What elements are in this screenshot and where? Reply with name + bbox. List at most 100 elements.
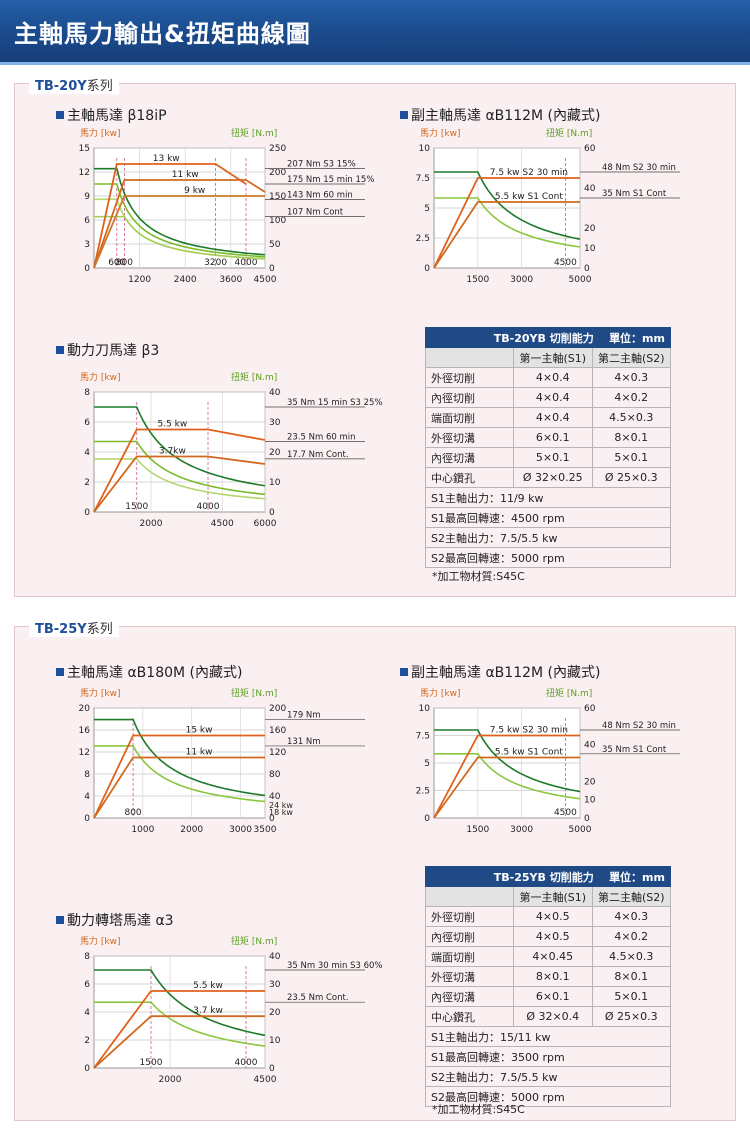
- y2-axis-title: 扭矩 [N.m]: [231, 687, 277, 699]
- x-tick-label: 3000: [229, 825, 252, 835]
- torque-label: 23.5 Nm Cont.: [287, 993, 349, 1003]
- x-tick-label: 3600: [219, 275, 242, 285]
- x-tick-label-inner: 4000: [235, 258, 258, 268]
- motor-title-text: 動力轉塔馬達 α3: [67, 913, 174, 929]
- y-tick-label: 0: [84, 1064, 90, 1074]
- power-label: 7.5 kw S2 30 min: [490, 168, 568, 178]
- torque-end-label: 18 kw: [269, 808, 293, 817]
- torque-label: 175 Nm 15 min 15%: [287, 175, 374, 185]
- torque-curve: [94, 745, 266, 803]
- power-label: 7.5 kw S2 30 min: [490, 726, 568, 736]
- table-row: 內徑切溝 5×0.1 5×0.1: [425, 447, 671, 468]
- table-note-row: S2主軸出力：7.5/5.5 kw: [425, 1066, 671, 1087]
- plot-area: [93, 147, 266, 269]
- torque-label: 35 Nm S1 Cont: [602, 189, 667, 199]
- y-tick-label: 10: [419, 704, 431, 714]
- x-tick-label: 4500: [211, 519, 234, 529]
- y-tick-label: 15: [79, 144, 90, 154]
- motor-title-tb25-sub: 副主軸馬達 αB112M (內藏式): [400, 662, 600, 682]
- power-curve: [433, 734, 580, 819]
- x-tick-label-inner: 4000: [197, 502, 220, 512]
- y2-tick-label: 150: [269, 192, 286, 202]
- y-tick-label: 2.5: [416, 787, 430, 797]
- banner-stripe: [0, 62, 750, 65]
- table-title: TB-25YB 切削能力 單位：mm: [425, 866, 671, 887]
- y-tick-label: 2: [84, 1036, 90, 1046]
- y-tick-label: 16: [79, 726, 91, 736]
- y2-tick-label: 0: [584, 264, 590, 274]
- x-tick-label: 6000: [254, 519, 277, 529]
- motor-title-tb20-main: 主軸馬達 β18iP: [56, 105, 167, 125]
- power-label: 13 kw: [153, 154, 180, 164]
- row-label: 中心鑽孔: [425, 467, 514, 488]
- x-tick-label: 5000: [569, 825, 592, 835]
- y2-tick-label: 40: [584, 184, 596, 194]
- y2-tick-label: 10: [584, 796, 596, 806]
- torque-label: 131 Nm: [287, 737, 321, 747]
- y-tick-label: 8: [84, 952, 90, 962]
- y2-tick-label: 200: [269, 704, 286, 714]
- x-tick-label: 3000: [510, 825, 533, 835]
- cell-s1: 8×0.1: [513, 966, 593, 987]
- torque-curve: [94, 167, 266, 256]
- cell-s2: 4.5×0.3: [591, 946, 671, 967]
- cell-s1: 4×0.5: [513, 926, 593, 947]
- x-tick-label: 2400: [174, 275, 197, 285]
- y-tick-label: 2: [84, 478, 90, 488]
- y-tick-label: 12: [79, 748, 90, 758]
- y-tick-label: 10: [419, 144, 431, 154]
- table-note: S2主軸出力：7.5/5.5 kw: [425, 1066, 671, 1087]
- power-label: 3.7kw: [159, 447, 186, 457]
- torque-curve: [94, 183, 266, 258]
- row-label: 外徑切溝: [425, 427, 514, 448]
- cell-s2: 8×0.1: [591, 427, 671, 448]
- x-tick-label-inner: 800: [116, 258, 133, 268]
- power-label: 5.5 kw: [193, 981, 223, 991]
- plot-area: [93, 707, 266, 819]
- power-label: 11 kw: [186, 748, 213, 758]
- y2-tick-label: 0: [269, 508, 275, 518]
- torque-end-label: 24 kw: [269, 801, 293, 810]
- motor-title-text: 副主軸馬達 αB112M (內藏式): [411, 665, 601, 681]
- power-curve: [93, 455, 266, 513]
- table-row: 端面切削 4×0.45 4.5×0.3: [425, 946, 671, 967]
- y2-tick-label: 0: [269, 1064, 275, 1074]
- col-header-s1: 第一主軸(S1): [513, 886, 593, 907]
- x-tick-label: 1500: [466, 825, 489, 835]
- y2-tick-label: 0: [269, 264, 275, 274]
- motor-title-tb25-tool: 動力轉塔馬達 α3: [56, 910, 174, 930]
- row-label: 端面切削: [425, 407, 514, 428]
- y2-tick-label: 100: [269, 216, 286, 226]
- y2-tick-label: 250: [269, 144, 286, 154]
- chart-tb25-tool: 馬力 [kw] 扭矩 [N.m] 0 2 4 6 8 0 10 20 30 40 2000 4500 150…: [80, 935, 383, 1085]
- y2-tick-label: 60: [584, 144, 596, 154]
- torque-curve: [94, 440, 266, 496]
- cell-s1: 6×0.1: [513, 427, 593, 448]
- y2-tick-label: 20: [584, 224, 596, 234]
- x-tick-label: 2000: [180, 825, 203, 835]
- table-note: S1最高回轉速：4500 rpm: [425, 507, 671, 528]
- row-label: 外徑切削: [425, 906, 514, 927]
- torque-label: 35 Nm 15 min S3 25%: [287, 398, 383, 408]
- series-name: TB-25Y: [35, 622, 87, 637]
- cell-s1: Ø 32×0.4: [513, 1006, 593, 1027]
- material-footnote: *加工物材質:S45C: [432, 1103, 525, 1116]
- motor-title-tb20-sub: 副主軸馬達 αB112M (內藏式): [400, 105, 600, 125]
- y-tick-label: 5: [424, 204, 430, 214]
- row-label: 內徑切削: [425, 926, 514, 947]
- col-header-s2: 第二主軸(S2): [591, 886, 671, 907]
- chart-tb20-main: 馬力 [kw] 扭矩 [N.m]0369121505010015020025012…: [79, 127, 375, 285]
- y-tick-label: 0: [84, 508, 90, 518]
- cell-s1: 4×0.4: [513, 387, 593, 408]
- cell-s1: 4×0.4: [513, 407, 593, 428]
- chart-tb25-main: 馬力 [kw] 扭矩 [N.m]0481216200408012016020010…: [79, 687, 365, 835]
- y-tick-label: 20: [79, 704, 91, 714]
- cell-s2: Ø 25×0.3: [591, 1006, 671, 1027]
- cell-s2: 4×0.2: [591, 387, 671, 408]
- tb25y-heading: TB-25Y系列: [29, 618, 119, 637]
- x-tick-label: 4500: [254, 275, 277, 285]
- table-unit: 單位：mm: [609, 870, 665, 884]
- chart-tb20-tool: 馬力 [kw] 扭矩 [N.m] 0 2 4 6 8 0 10 20 30 40 2000 4500 600…: [80, 371, 383, 529]
- table-header-row: TB-25YB 切削能力 單位：mm: [425, 866, 671, 887]
- torque-curve: [434, 197, 581, 248]
